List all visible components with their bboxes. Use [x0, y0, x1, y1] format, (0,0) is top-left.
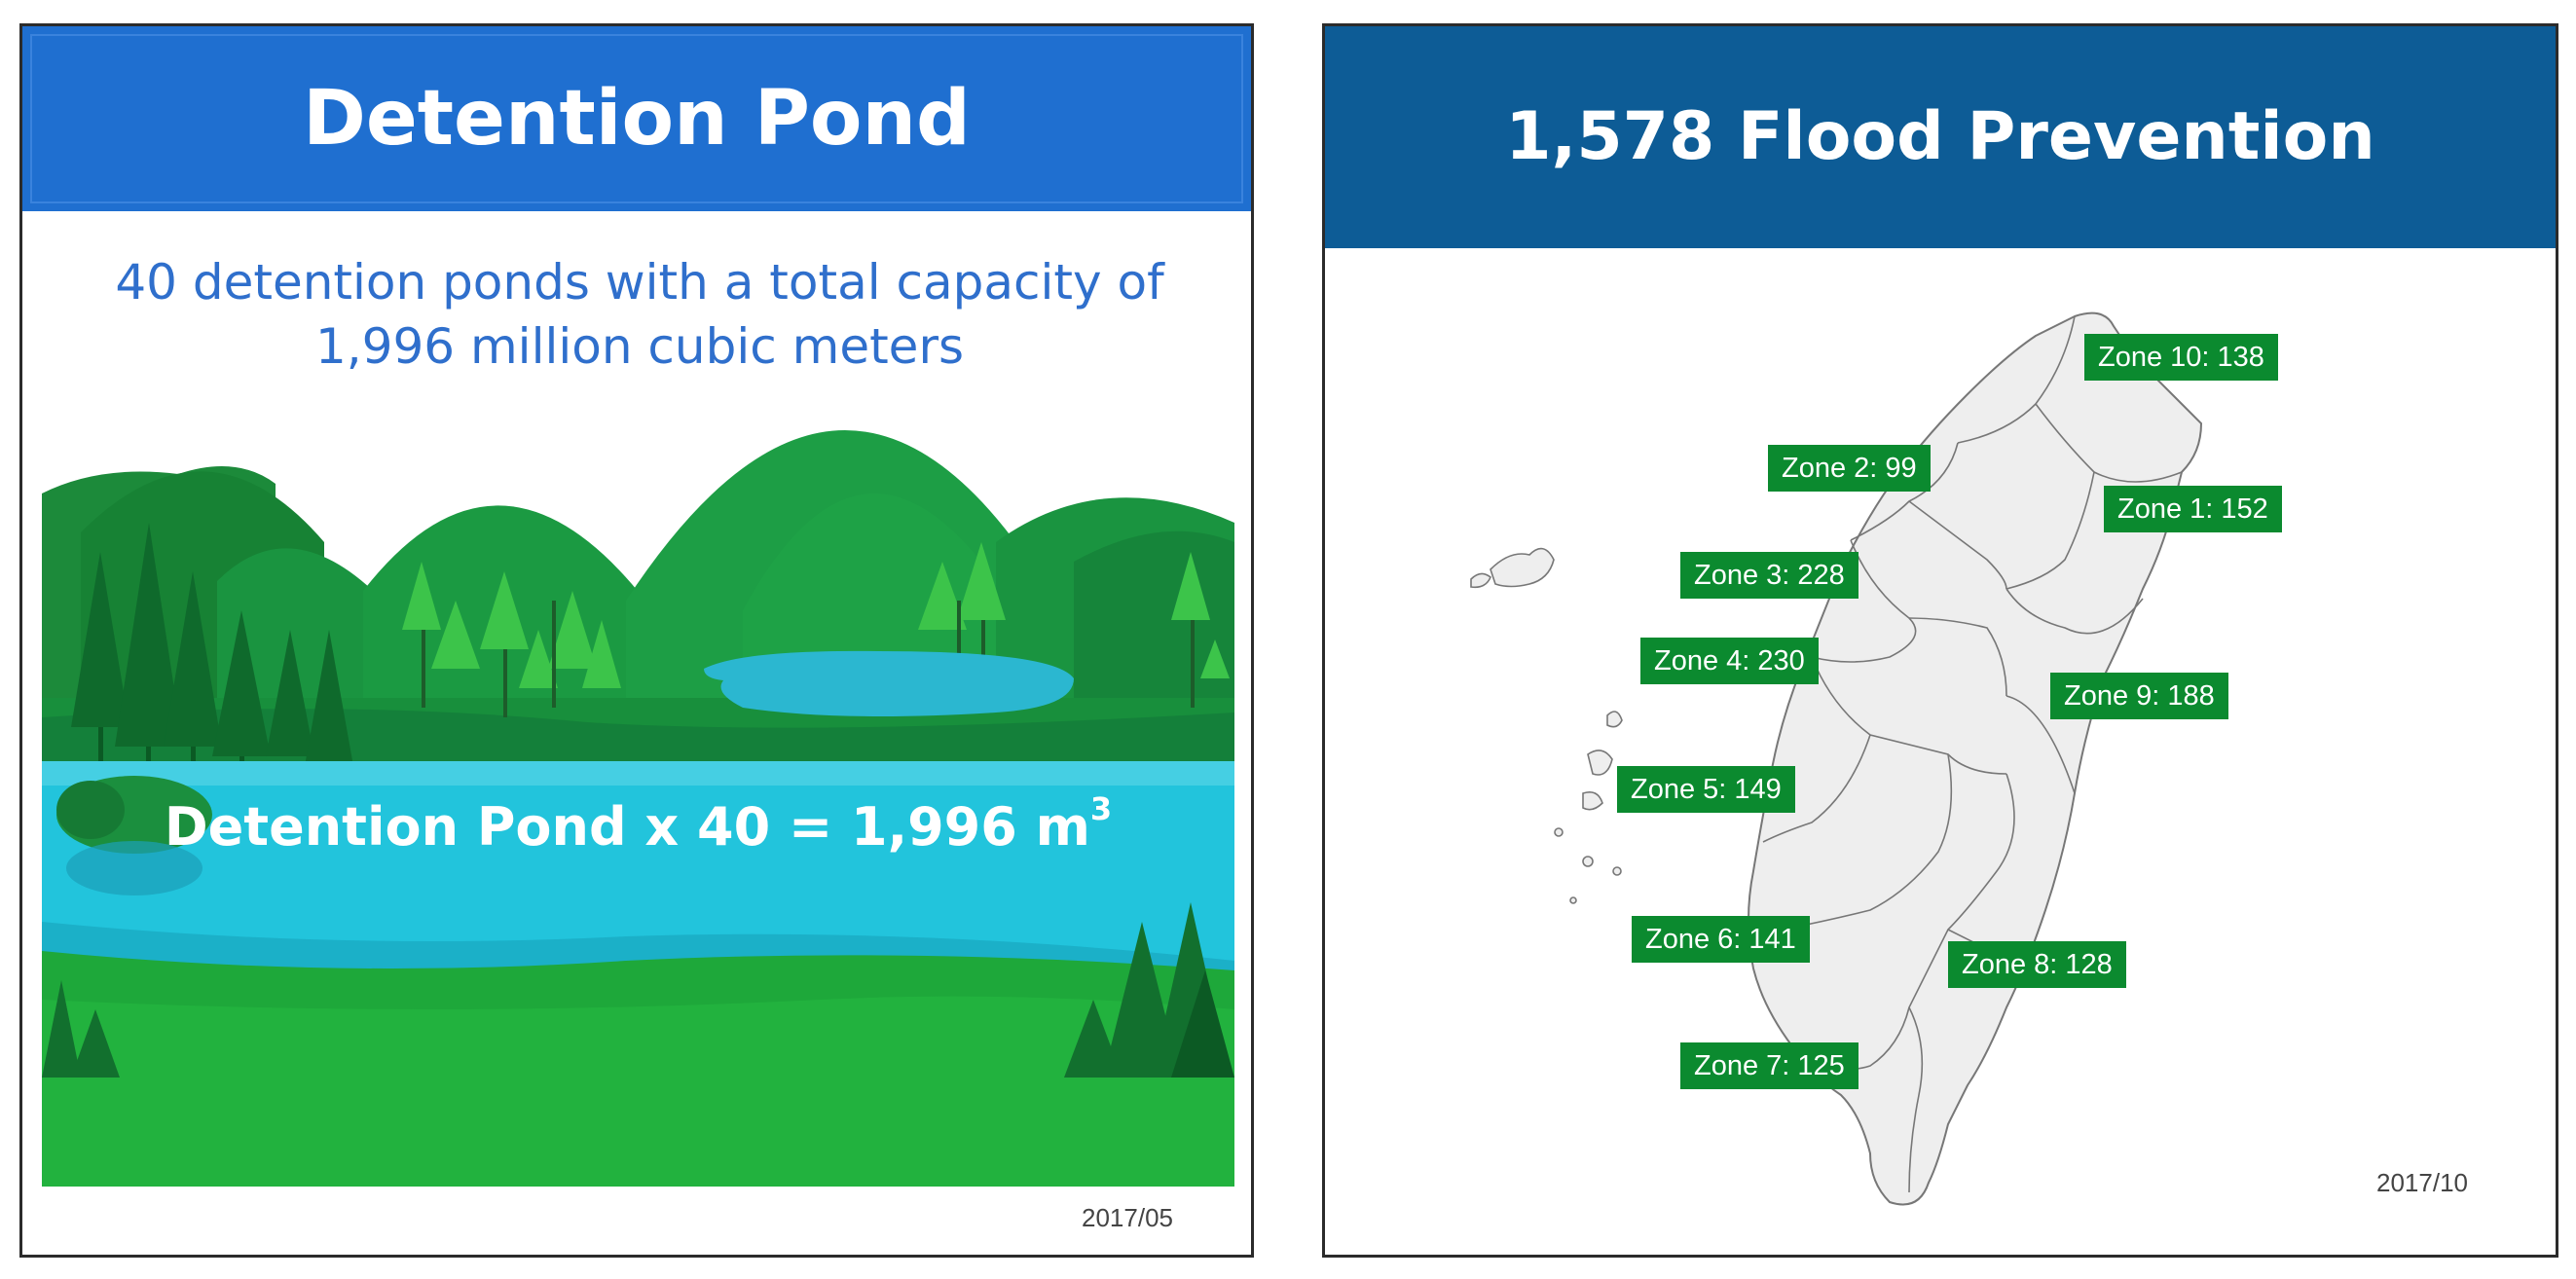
zone-label-4: Zone 4: 230: [1640, 638, 1819, 684]
pond-equation-text: Detention Pond x 40 = 1,996 m: [164, 796, 1090, 858]
zone-label-6: Zone 6: 141: [1632, 916, 1810, 963]
zone-label-7: Zone 7: 125: [1680, 1042, 1858, 1089]
right-header-bar: [1325, 26, 2556, 248]
zone-label-8: Zone 8: 128: [1948, 941, 2126, 988]
left-panel-title: Detention Pond: [303, 75, 971, 163]
left-date: 2017/05: [1082, 1203, 1173, 1232]
left-header-inner-border: [30, 34, 1243, 203]
zone-label-2: Zone 2: 99: [1768, 445, 1931, 492]
zone-label-1: Zone 1: 152: [2104, 486, 2282, 532]
pond-equation: Detention Pond x 40 = 1,996 m3: [42, 790, 1234, 858]
left-header-bar: [22, 26, 1251, 211]
subtitle-line-2: 1,996 million cubic meters: [314, 318, 965, 375]
zone-label-10: Zone 10: 138: [2084, 334, 2278, 381]
zone-label-3: Zone 3: 228: [1680, 552, 1858, 599]
landscape-graphic: [42, 430, 1234, 1187]
right-panel-title: 1,578 Flood Prevention Volunteers: [1505, 98, 2375, 397]
zone-label-9: Zone 9: 188: [2050, 673, 2228, 719]
taiwan-zone-map: Zone 10: 138 Zone 2: 99 Zone 1: 152 Zone…: [1325, 248, 2556, 1255]
right-date: 2017/10: [2376, 1168, 2468, 1197]
taiwan-map-graphic: [1470, 311, 2203, 1206]
flood-volunteers-panel: 1,578 Flood Prevention Volunteers: [1322, 23, 2558, 1258]
left-panel-subtitle: 40 detention ponds with a total capacity…: [61, 250, 1218, 379]
cubic-superscript: 3: [1089, 790, 1113, 827]
zone-label-5: Zone 5: 149: [1617, 766, 1795, 813]
detention-pond-panel: Detention Pond 40 detention ponds with a…: [19, 23, 1254, 1258]
subtitle-line-1: 40 detention ponds with a total capacity…: [115, 254, 1164, 311]
pond-landscape-illustration: Detention Pond x 40 = 1,996 m3: [42, 377, 1234, 1187]
